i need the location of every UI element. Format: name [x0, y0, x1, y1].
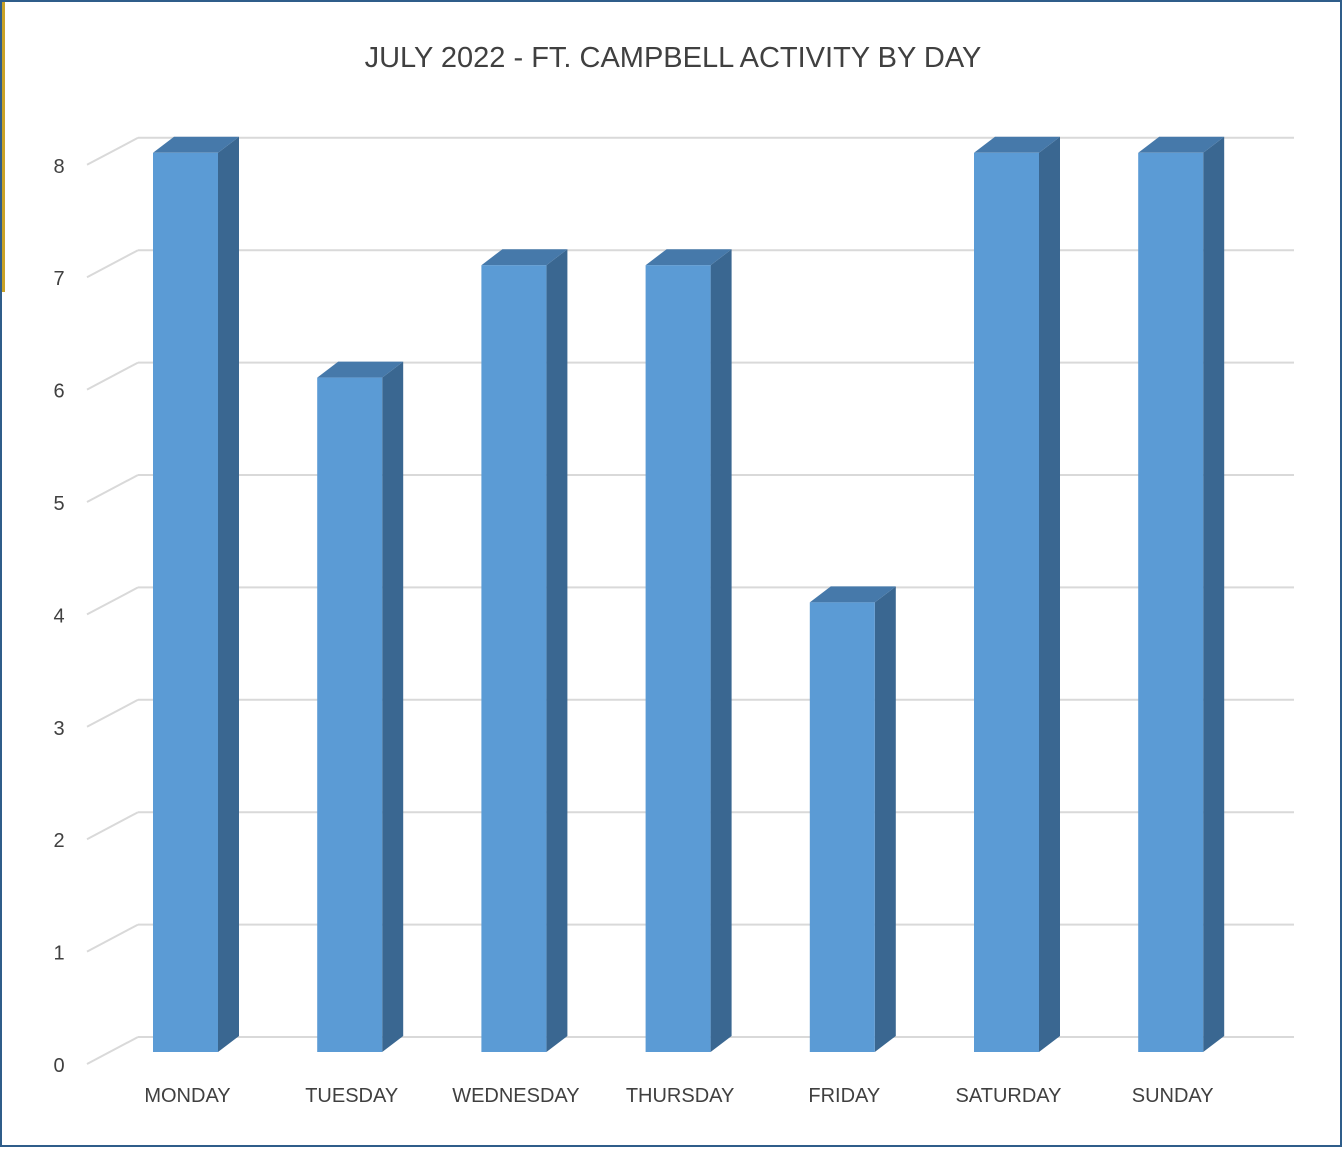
bar-side	[546, 249, 568, 1052]
bar-side	[1203, 136, 1225, 1053]
x-category-label: THURSDAY	[626, 1085, 735, 1107]
gridline-diagonal	[86, 474, 139, 503]
bar-side	[1039, 136, 1060, 1053]
bar	[809, 602, 875, 1052]
y-tick-label: 6	[53, 381, 64, 403]
bar-top	[317, 361, 404, 378]
y-tick-label: 4	[53, 605, 64, 627]
bar-top	[481, 249, 568, 266]
gridline-diagonal	[86, 136, 139, 166]
bar	[645, 265, 711, 1052]
y-tick-label: 0	[53, 1055, 64, 1077]
bar	[974, 152, 1039, 1053]
bar-side	[382, 361, 404, 1053]
bar-top	[153, 136, 239, 153]
y-tick-label: 3	[53, 718, 64, 740]
y-tick-label: 2	[53, 830, 64, 852]
x-category-label: SATURDAY	[956, 1085, 1062, 1107]
bar-side	[218, 136, 239, 1053]
gridline-diagonal	[86, 698, 139, 728]
bar	[317, 377, 383, 1053]
bar-side	[710, 249, 732, 1052]
y-tick-label: 1	[53, 943, 64, 965]
bar-side	[874, 586, 896, 1052]
bar-top	[974, 136, 1060, 153]
bar	[481, 265, 547, 1052]
y-tick-label: 8	[53, 156, 64, 178]
x-category-label: MONDAY	[144, 1085, 230, 1107]
x-category-label: SUNDAY	[1132, 1085, 1214, 1107]
x-category-label: TUESDAY	[305, 1085, 398, 1107]
x-category-label: WEDNESDAY	[452, 1085, 579, 1107]
y-tick-label: 5	[53, 493, 64, 515]
bar	[153, 152, 218, 1053]
gridline-diagonal	[86, 361, 139, 391]
gridline-diagonal	[86, 923, 139, 953]
gridline-diagonal	[86, 249, 139, 279]
gridline-diagonal	[86, 811, 139, 841]
frame-accent-strip	[2, 2, 5, 292]
bar-top	[809, 586, 896, 603]
bar	[1138, 152, 1204, 1053]
bar-top	[645, 249, 732, 266]
chart-title: JULY 2022 - FT. CAMPBELL ACTIVITY BY DAY	[364, 42, 982, 74]
y-tick-label: 7	[53, 268, 64, 290]
bar-top	[1138, 136, 1225, 153]
gridline-diagonal	[86, 586, 139, 616]
x-category-label: FRIDAY	[808, 1085, 880, 1107]
gridline-diagonal	[86, 1036, 139, 1065]
